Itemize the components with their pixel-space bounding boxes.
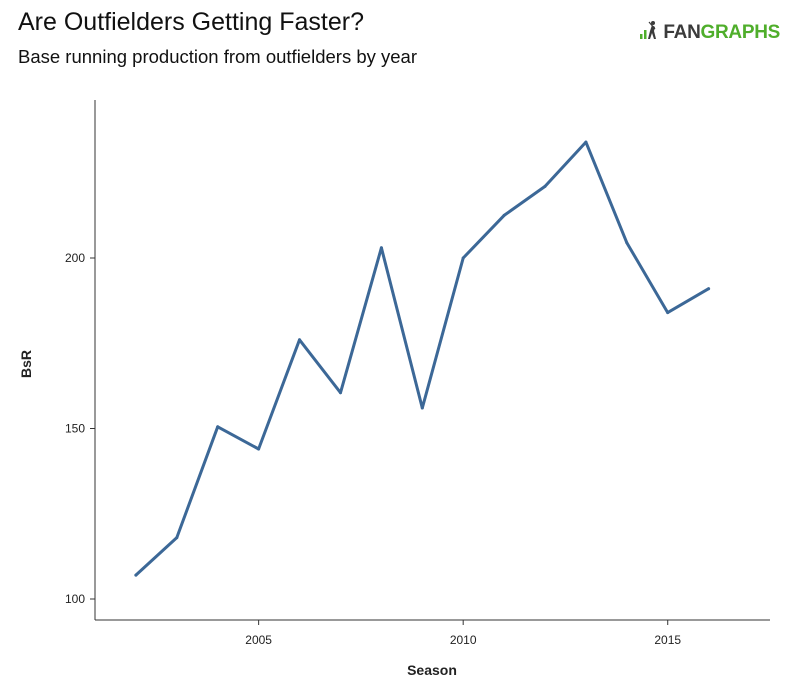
chart-title: Are Outfielders Getting Faster? bbox=[18, 8, 364, 36]
logo-text-fan: FAN bbox=[663, 22, 701, 43]
y-axis-title: BsR bbox=[18, 350, 34, 378]
data-point bbox=[134, 573, 138, 577]
data-point bbox=[175, 536, 179, 540]
x-tick-label: 2010 bbox=[450, 633, 477, 647]
data-point bbox=[502, 213, 506, 217]
x-axis-title: Season bbox=[407, 662, 457, 678]
data-point bbox=[379, 246, 383, 250]
data-point bbox=[339, 391, 342, 395]
data-point bbox=[584, 140, 588, 144]
batter-silhouette-icon bbox=[640, 20, 660, 46]
chart-subtitle: Base running production from outfielders… bbox=[18, 46, 417, 67]
data-point bbox=[666, 311, 670, 315]
x-tick-label: 2005 bbox=[245, 633, 272, 647]
data-point bbox=[543, 184, 547, 188]
fangraphs-logo: FAN GRAPHS bbox=[640, 20, 780, 46]
x-tick-label: 2015 bbox=[654, 633, 681, 647]
data-point bbox=[707, 287, 711, 291]
y-tick-label: 200 bbox=[65, 251, 85, 265]
y-tick-label: 100 bbox=[65, 592, 85, 606]
data-point bbox=[625, 241, 629, 245]
series-line bbox=[134, 140, 711, 577]
y-tick-label: 150 bbox=[65, 422, 85, 436]
logo-text-graphs: GRAPHS bbox=[700, 22, 781, 43]
data-point bbox=[257, 447, 261, 451]
data-point bbox=[298, 338, 301, 342]
chart-axes bbox=[94, 100, 770, 621]
chart-marks bbox=[134, 140, 711, 577]
data-point bbox=[216, 425, 220, 429]
data-point bbox=[461, 256, 465, 260]
data-point bbox=[420, 406, 424, 410]
chart-ticks: 2005 2010 2015 100 150 200 bbox=[65, 251, 681, 647]
